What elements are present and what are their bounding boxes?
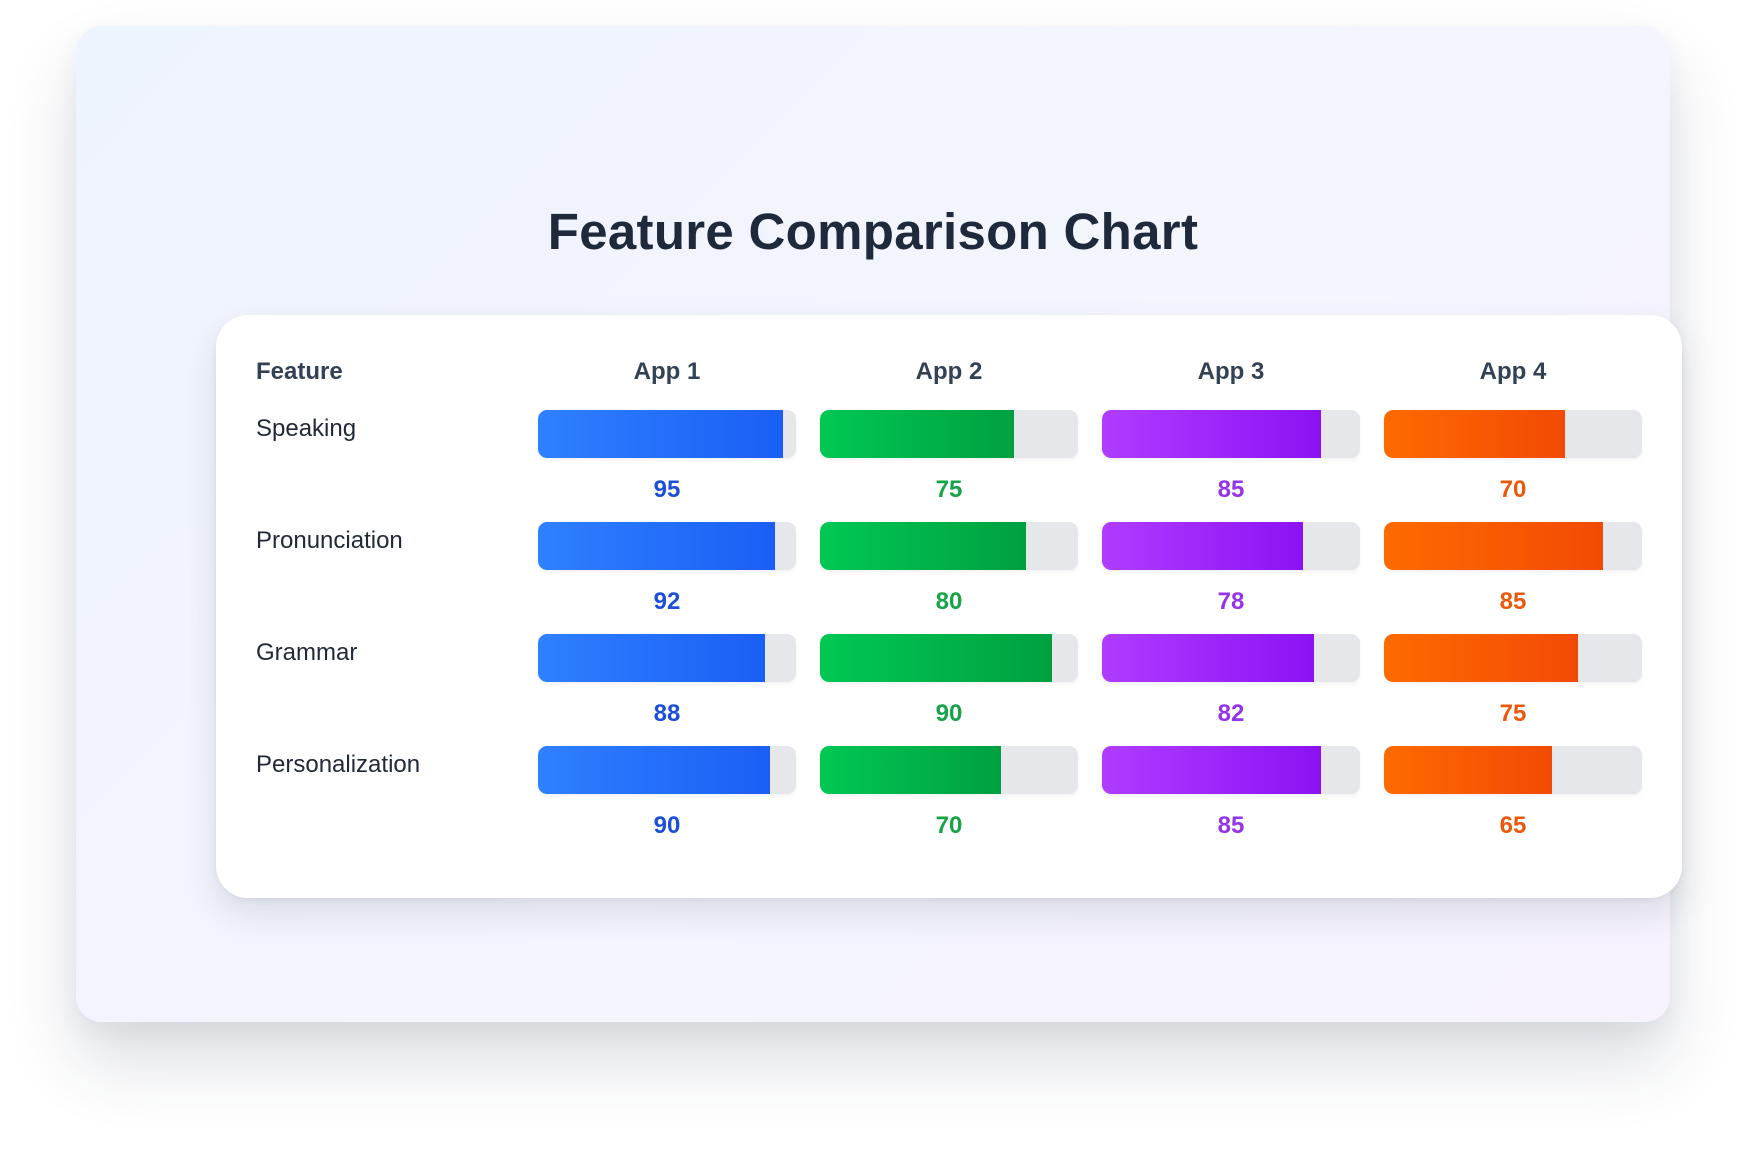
bar — [1102, 634, 1314, 682]
bar — [538, 746, 771, 794]
data-label: 70 — [1499, 476, 1527, 503]
data-label: 75 — [1499, 700, 1527, 727]
data-label: 90 — [935, 700, 963, 727]
app-header-1: App 1 — [633, 358, 701, 385]
bar — [820, 746, 1001, 794]
data-label: 70 — [935, 812, 963, 839]
app-header-4: App 4 — [1479, 358, 1547, 385]
bar — [1384, 410, 1565, 458]
bar-track — [1102, 746, 1360, 794]
data-label: 80 — [935, 588, 963, 615]
bar-track — [1102, 634, 1360, 682]
data-label: 78 — [1217, 588, 1245, 615]
bar-track — [1102, 410, 1360, 458]
data-label: 95 — [653, 476, 681, 503]
chart-frame: Feature Comparison Chart Feature App 1 Ap… — [76, 26, 1682, 1022]
bar — [820, 410, 1014, 458]
feature-label: Speaking — [256, 415, 357, 442]
bar-track — [1384, 746, 1642, 794]
bar — [538, 634, 766, 682]
bar — [820, 522, 1027, 570]
bar — [1102, 522, 1304, 570]
data-label: 88 — [653, 700, 681, 727]
bar-track — [538, 634, 796, 682]
bar-track — [538, 746, 796, 794]
feature-label: Grammar — [256, 639, 358, 666]
data-label: 82 — [1217, 700, 1245, 727]
app-header-2: App 2 — [915, 358, 983, 385]
data-label: 92 — [653, 588, 681, 615]
bar-track — [820, 522, 1078, 570]
data-label: 65 — [1499, 812, 1527, 839]
data-label: 85 — [1217, 476, 1245, 503]
bar — [538, 522, 776, 570]
bar — [1384, 522, 1604, 570]
bar-track — [820, 410, 1078, 458]
feature-label: Pronunciation — [256, 527, 403, 554]
feature-label: Personalization — [256, 751, 421, 778]
comparison-card: Feature App 1 App 2 App 3 App 4 Speaking 95 75… — [216, 315, 1682, 898]
data-label: 85 — [1499, 588, 1527, 615]
bar-track — [1384, 634, 1642, 682]
bar — [1102, 410, 1322, 458]
app-header-3: App 3 — [1197, 358, 1265, 385]
bar-track — [820, 746, 1078, 794]
bar-track — [820, 634, 1078, 682]
bar — [1102, 746, 1322, 794]
bar — [820, 634, 1053, 682]
bar-track — [538, 522, 796, 570]
bar-track — [1384, 522, 1642, 570]
bar-track — [538, 410, 796, 458]
data-label: 85 — [1217, 812, 1245, 839]
bar — [538, 410, 784, 458]
feature-column-header: Feature — [256, 358, 343, 385]
bar — [1384, 746, 1552, 794]
bar-track — [1102, 522, 1360, 570]
data-label: 90 — [653, 812, 681, 839]
bar-track — [1384, 410, 1642, 458]
bar — [1384, 634, 1578, 682]
chart-title: Feature Comparison Chart — [547, 203, 1199, 260]
data-label: 75 — [935, 476, 963, 503]
